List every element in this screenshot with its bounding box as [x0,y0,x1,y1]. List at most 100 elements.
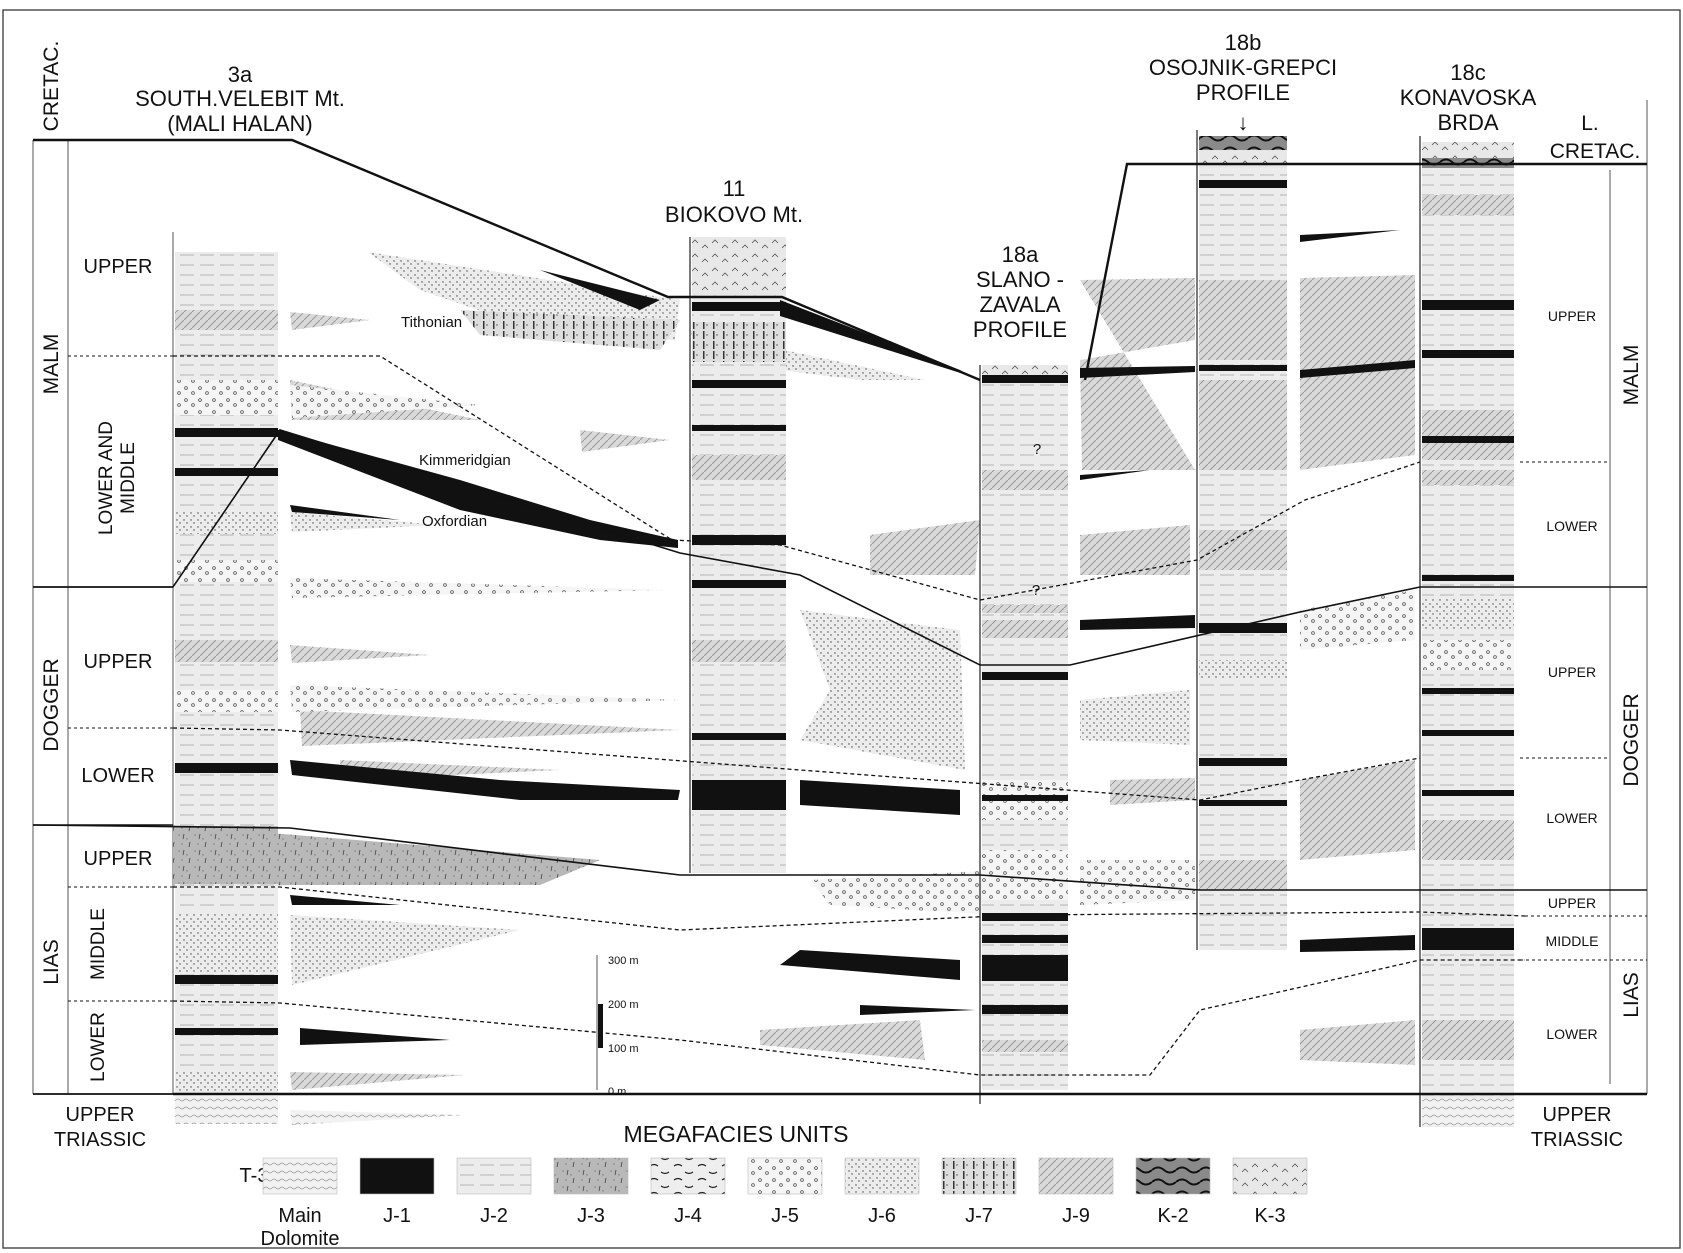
column-18b-name-1: OSOJNIK-GREPCI [1149,55,1337,80]
column-18c-name-1: KONAVOSKA [1400,85,1537,110]
era-left-lias: LIAS [40,939,63,985]
column-3a-name: SOUTH.VELEBIT Mt. [135,86,345,111]
column-18b-arrow: ↓ [1238,110,1249,135]
era-right-l-cretac-2: CRETAC. [1550,140,1641,163]
sub-left-lias-upper: UPPER [84,848,153,870]
legend-item-j9: J-9 [1038,1157,1114,1227]
column-18b [1196,130,1287,950]
era-right-upper-triassic-2: TRIASSIC [1531,1129,1623,1151]
column-18a-number: 18a [1002,242,1039,267]
legend-item-j3: J-3 [553,1157,629,1227]
scale-label-200: 200 m [608,999,639,1011]
column-3a-locality: (MALI HALAN) [167,111,312,136]
legend-label-j9: J-9 [1062,1205,1090,1227]
scale-label-0: 0 m [608,1086,626,1098]
era-left-dogger: DOGGER [40,658,63,751]
legend-item-j5: J-5 [747,1157,823,1227]
column-18b-name-2: PROFILE [1196,80,1290,105]
legend-swatch-j9 [1038,1157,1114,1195]
legend-swatch-k3 [1232,1157,1308,1195]
sub-left-dogger-lower: LOWER [81,765,154,787]
legend-swatch-j6 [844,1157,920,1195]
stage-tithonian: Tithonian [401,314,462,331]
legend-label-j6: J-6 [868,1205,896,1227]
column-11-number: 11 [723,176,746,201]
legend-label-k2: K-2 [1157,1205,1188,1227]
sub-right-dogger-upper: UPPER [1548,664,1596,680]
legend-swatch-j2 [456,1157,532,1195]
legend-item-j4: J-4 [650,1157,726,1227]
sub-left-dogger-upper: UPPER [84,651,153,673]
legend-item-k2: K-2 [1135,1157,1211,1227]
sub-left-lias-lower: LOWER [88,1012,109,1082]
sub-left-malm-lower-middle-2: MIDDLE [118,442,139,514]
column-11 [689,237,786,873]
era-left-upper-triassic-2: TRIASSIC [54,1129,146,1151]
legend-label-j3: J-3 [577,1205,605,1227]
scale-label-300: 300 m [608,955,639,967]
legend-t3-label: T-3 [240,1165,269,1187]
right-era-column [1520,100,1648,1094]
stage-kimmeridgian: Kimmeridgian [419,452,511,469]
legend-item-j1: J-1 [359,1157,435,1227]
era-left-cretac: CRETAC. [40,41,63,132]
legend-label-j2: J-2 [480,1205,508,1227]
era-right-lias: LIAS [1620,972,1643,1018]
legend-label-k3: K-3 [1254,1205,1285,1227]
stage-oxfordian: Oxfordian [422,513,487,530]
scale-bar [596,955,603,1090]
outer-frame [2,9,1681,1249]
sub-left-malm-lower-middle-1: LOWER AND [96,421,117,535]
era-right-malm: MALM [1620,345,1643,406]
sub-right-malm-lower: LOWER [1546,518,1597,534]
legend-swatch-j7 [941,1157,1017,1195]
legend-label2-t3: Dolomite [261,1228,340,1250]
column-18c-number: 18c [1450,60,1485,85]
column-18c [1419,136,1514,1127]
era-left-malm: MALM [40,334,63,395]
sub-right-lias-lower: LOWER [1546,1026,1597,1042]
sub-right-malm-upper: UPPER [1548,308,1596,324]
legend-label-j5: J-5 [771,1205,799,1227]
era-right-upper-triassic-1: UPPER [1543,1104,1612,1126]
question-mark-upper: ? [1033,441,1041,458]
column-18c-name-2: BRDA [1437,110,1498,135]
legend-label-j1: J-1 [383,1205,411,1227]
legend-title: MEGAFACIES UNITS [624,1121,849,1147]
legend-swatch-j5 [747,1157,823,1195]
column-18a-name-1: SLANO - [976,267,1064,292]
era-right-dogger: DOGGER [1620,693,1643,786]
legend-item-j7: J-7 [941,1157,1017,1227]
column-18a [979,365,1068,1104]
legend-label-j7: J-7 [965,1205,993,1227]
sub-right-lias-middle: MIDDLE [1546,933,1599,949]
legend-item-j6: J-6 [844,1157,920,1227]
sub-left-malm-upper: UPPER [84,256,153,278]
legend-swatch-j4 [650,1157,726,1195]
sub-left-lias-middle: MIDDLE [88,908,109,980]
era-right-l-cretac-1: L. [1581,112,1599,135]
scale-label-100: 100 m [608,1043,639,1055]
column-18a-name-2: ZAVALA [979,292,1060,317]
column-3a [175,252,278,1124]
legend-swatch-t3 [262,1157,338,1195]
era-left-upper-triassic-1: UPPER [66,1104,135,1126]
sub-right-lias-upper: UPPER [1548,895,1596,911]
question-mark-lower: ? [1032,582,1040,599]
legend-item-k3: K-3 [1232,1157,1308,1227]
legend-label-j4: J-4 [674,1205,702,1227]
legend-swatch-j3 [553,1157,629,1195]
column-18b-number: 18b [1225,30,1262,55]
correlation-lines [32,138,1647,1096]
legend-item-j2: J-2 [456,1157,532,1227]
sub-right-dogger-lower: LOWER [1546,810,1597,826]
legend-swatch-j1 [359,1157,435,1195]
legend-swatch-k2 [1135,1157,1211,1195]
column-18a-name-3: PROFILE [973,317,1067,342]
column-3a-number: 3a [228,62,253,87]
legend-label-t3: Main [278,1205,321,1227]
